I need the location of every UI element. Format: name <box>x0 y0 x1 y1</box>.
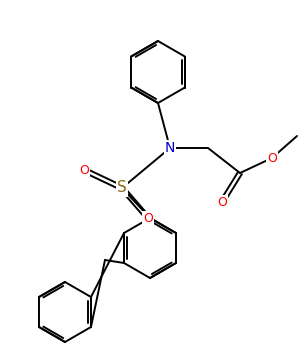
Text: O: O <box>143 212 153 224</box>
Text: S: S <box>117 180 127 196</box>
Text: O: O <box>267 151 277 164</box>
Text: O: O <box>217 196 227 208</box>
Text: N: N <box>165 141 175 155</box>
Text: O: O <box>79 163 89 176</box>
